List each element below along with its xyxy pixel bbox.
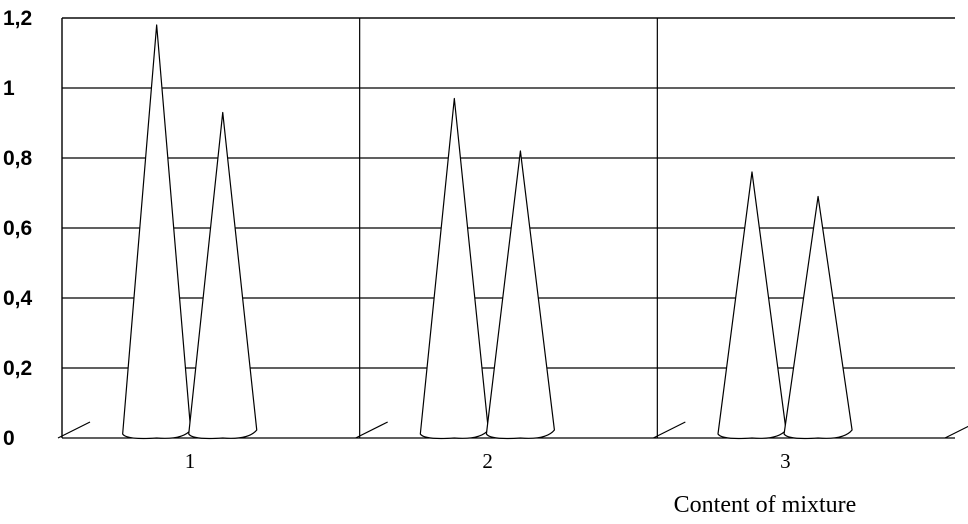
floor-tick <box>653 421 686 439</box>
y-axis-ticks: 0 0,2 0,4 0,6 0,8 1 1,2 <box>3 7 33 450</box>
cone-bar <box>188 111 258 440</box>
y-tick-label: 1 <box>3 77 15 100</box>
floor-tick <box>57 421 91 439</box>
floor-tick <box>944 425 968 439</box>
x-tick-label: 2 <box>482 449 493 473</box>
x-tick-label: 1 <box>185 449 196 473</box>
data-series <box>122 24 853 440</box>
x-tick-label: 3 <box>780 449 791 473</box>
y-tick-label: 0 <box>3 427 15 450</box>
cone-bar <box>122 24 192 440</box>
y-tick-label: 0,8 <box>3 147 33 170</box>
cone-bar <box>783 195 853 440</box>
x-axis-title: Content of mixture <box>674 492 857 518</box>
y-tick-label: 0,4 <box>3 287 33 310</box>
y-tick-label: 1,2 <box>3 7 32 30</box>
y-tick-label: 0,2 <box>3 357 32 380</box>
cone-bar <box>419 97 489 440</box>
y-tick-label: 0,6 <box>3 217 32 240</box>
cone-bar <box>485 150 556 440</box>
floor-tick <box>355 421 388 439</box>
cone-bar <box>717 171 787 440</box>
x-axis-ticks: 1 2 3 <box>185 449 791 473</box>
